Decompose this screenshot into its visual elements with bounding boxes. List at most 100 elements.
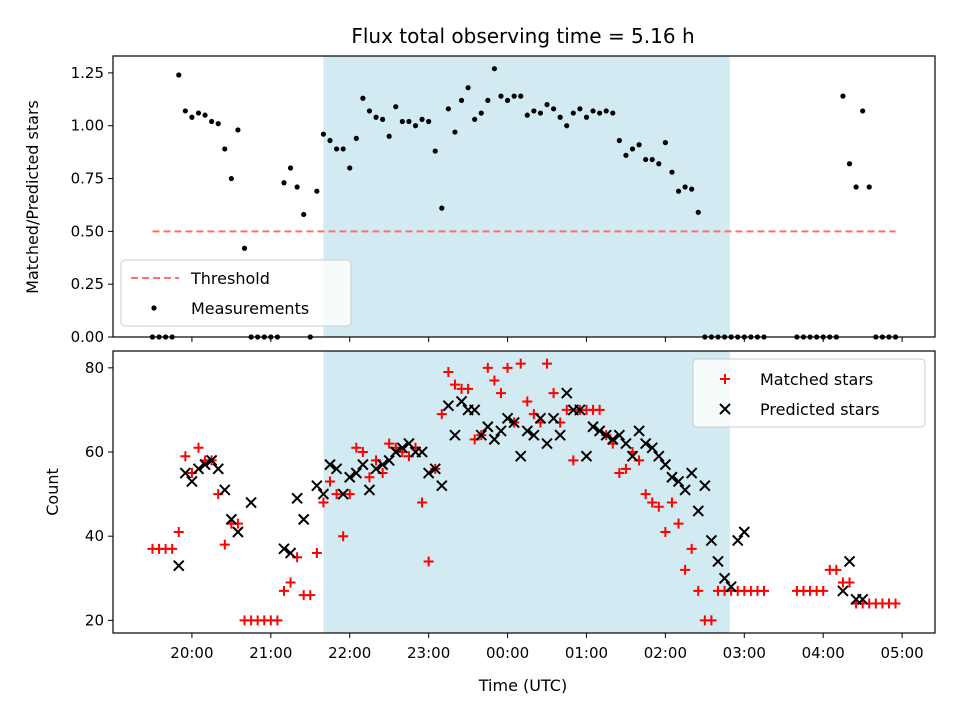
predicted-star-point [225,513,238,526]
predicted-star-point [587,421,599,433]
measurement-point [287,165,294,171]
predicted-star-point [192,463,205,475]
measurement-point [195,110,202,116]
predicted-star-point [837,585,849,597]
predicted-star-point [422,467,435,479]
matched-star-point [647,497,658,508]
legend-box [692,358,926,428]
matched-star-point [443,367,454,378]
predicted-star-point [528,429,540,441]
bottom-panel-ticks: 20:00 21:00 22:00 23:00 00:00 01:00 02:00 03:00… [85,359,924,662]
y-tick-label: 1.00 [71,117,104,135]
y-tick-label: 1.25 [71,64,104,82]
predicted-star-point [284,547,297,559]
predicted-star-point [442,400,455,412]
legend-measurements-swatch [151,305,157,311]
matched-star-point [423,556,434,567]
matched-star-point [278,585,289,596]
predicted-star-point [324,458,336,471]
matched-star-point [344,489,355,500]
top-panel-background [323,56,730,337]
predicted-star-point [679,484,691,496]
predicted-star-point [495,425,507,437]
predicted-star-point [297,513,310,526]
top-panel: 0.00 0.25 0.50 0.75 1.00 1.25 Matched/Predict… [23,55,936,346]
predicted-star-point [376,458,389,471]
measurement-point [675,188,682,194]
measurement-point [340,146,346,152]
predicted-star-point [659,458,672,471]
measurement-point [222,146,228,152]
predicted-star-point [396,442,409,454]
matched-star-point [318,497,329,508]
measurement-point [202,112,208,118]
matched-star-point [831,564,842,575]
matched-star-point [594,404,605,415]
predicted-star-point [403,437,415,450]
predicted-star-point [672,475,685,488]
measurement-point [478,110,484,116]
measurement-point [590,108,596,114]
measurement-point [682,184,688,190]
legend-threshold-label: Threshold [190,269,270,288]
predicted-star-point [212,463,224,475]
matched-star-point [653,501,664,512]
predicted-star-point [350,467,363,479]
measurement-point [472,116,478,122]
predicted-star-point [488,433,501,446]
measurement-point [846,161,853,167]
predicted-star-point [199,458,211,471]
measurement-point [294,184,300,190]
predicted-star-point [205,454,218,467]
matched-star-point [686,543,697,554]
measurement-point [662,140,668,146]
matched-star-point [463,383,474,394]
matched-star-point [285,577,296,588]
predicted-star-point [626,450,639,462]
measurement-point [531,108,537,114]
top-panel-ticks: 0.00 0.25 0.50 0.75 1.00 1.25 [71,64,903,346]
measurement-point [504,97,511,103]
y-tick-label: 0.25 [71,275,104,293]
y-tick-label: 20 [85,611,104,629]
matched-star-point [561,404,572,415]
predicted-star-point [554,429,566,441]
matched-star-point [620,463,631,474]
matched-star-point [193,442,204,453]
predicted-star-point [344,471,356,483]
measurement-point [353,135,359,141]
predicted-star-point [620,437,632,450]
measurement-point [623,152,629,158]
measurement-point [643,156,649,163]
matched-star-point [502,362,513,373]
matched-star-point [482,362,493,373]
x-tick-label: 02:00 [644,644,687,662]
measurement-point [689,186,695,192]
measurement-point [564,123,570,129]
predicted-star-point [508,416,520,429]
matched-star-point [640,489,651,500]
measurement-point [840,93,846,99]
predicted-star-point [705,534,718,547]
predicted-star-point [580,450,593,462]
measurement-point [380,116,386,122]
measurement-point [491,66,498,72]
legend-measurements-label: Measurements [191,299,309,318]
predicted-star-point [547,412,560,425]
measurement-point [189,114,195,120]
predicted-star-point [455,395,468,408]
measurement-point [393,104,399,110]
y-tick-label: 80 [85,359,104,377]
predicted-star-point [416,446,428,458]
matched-star-point [219,539,230,550]
legend-predicted-swatch [719,403,731,415]
matched-star-point [614,468,625,479]
predicted-star-point [245,496,257,509]
predicted-star-point [291,492,303,505]
measurement-point [866,184,872,190]
measurement-point [347,165,353,171]
measurement-point [570,110,576,116]
predicted-star-point [574,404,586,416]
measurement-point [281,180,287,186]
measurement-point [176,72,182,78]
